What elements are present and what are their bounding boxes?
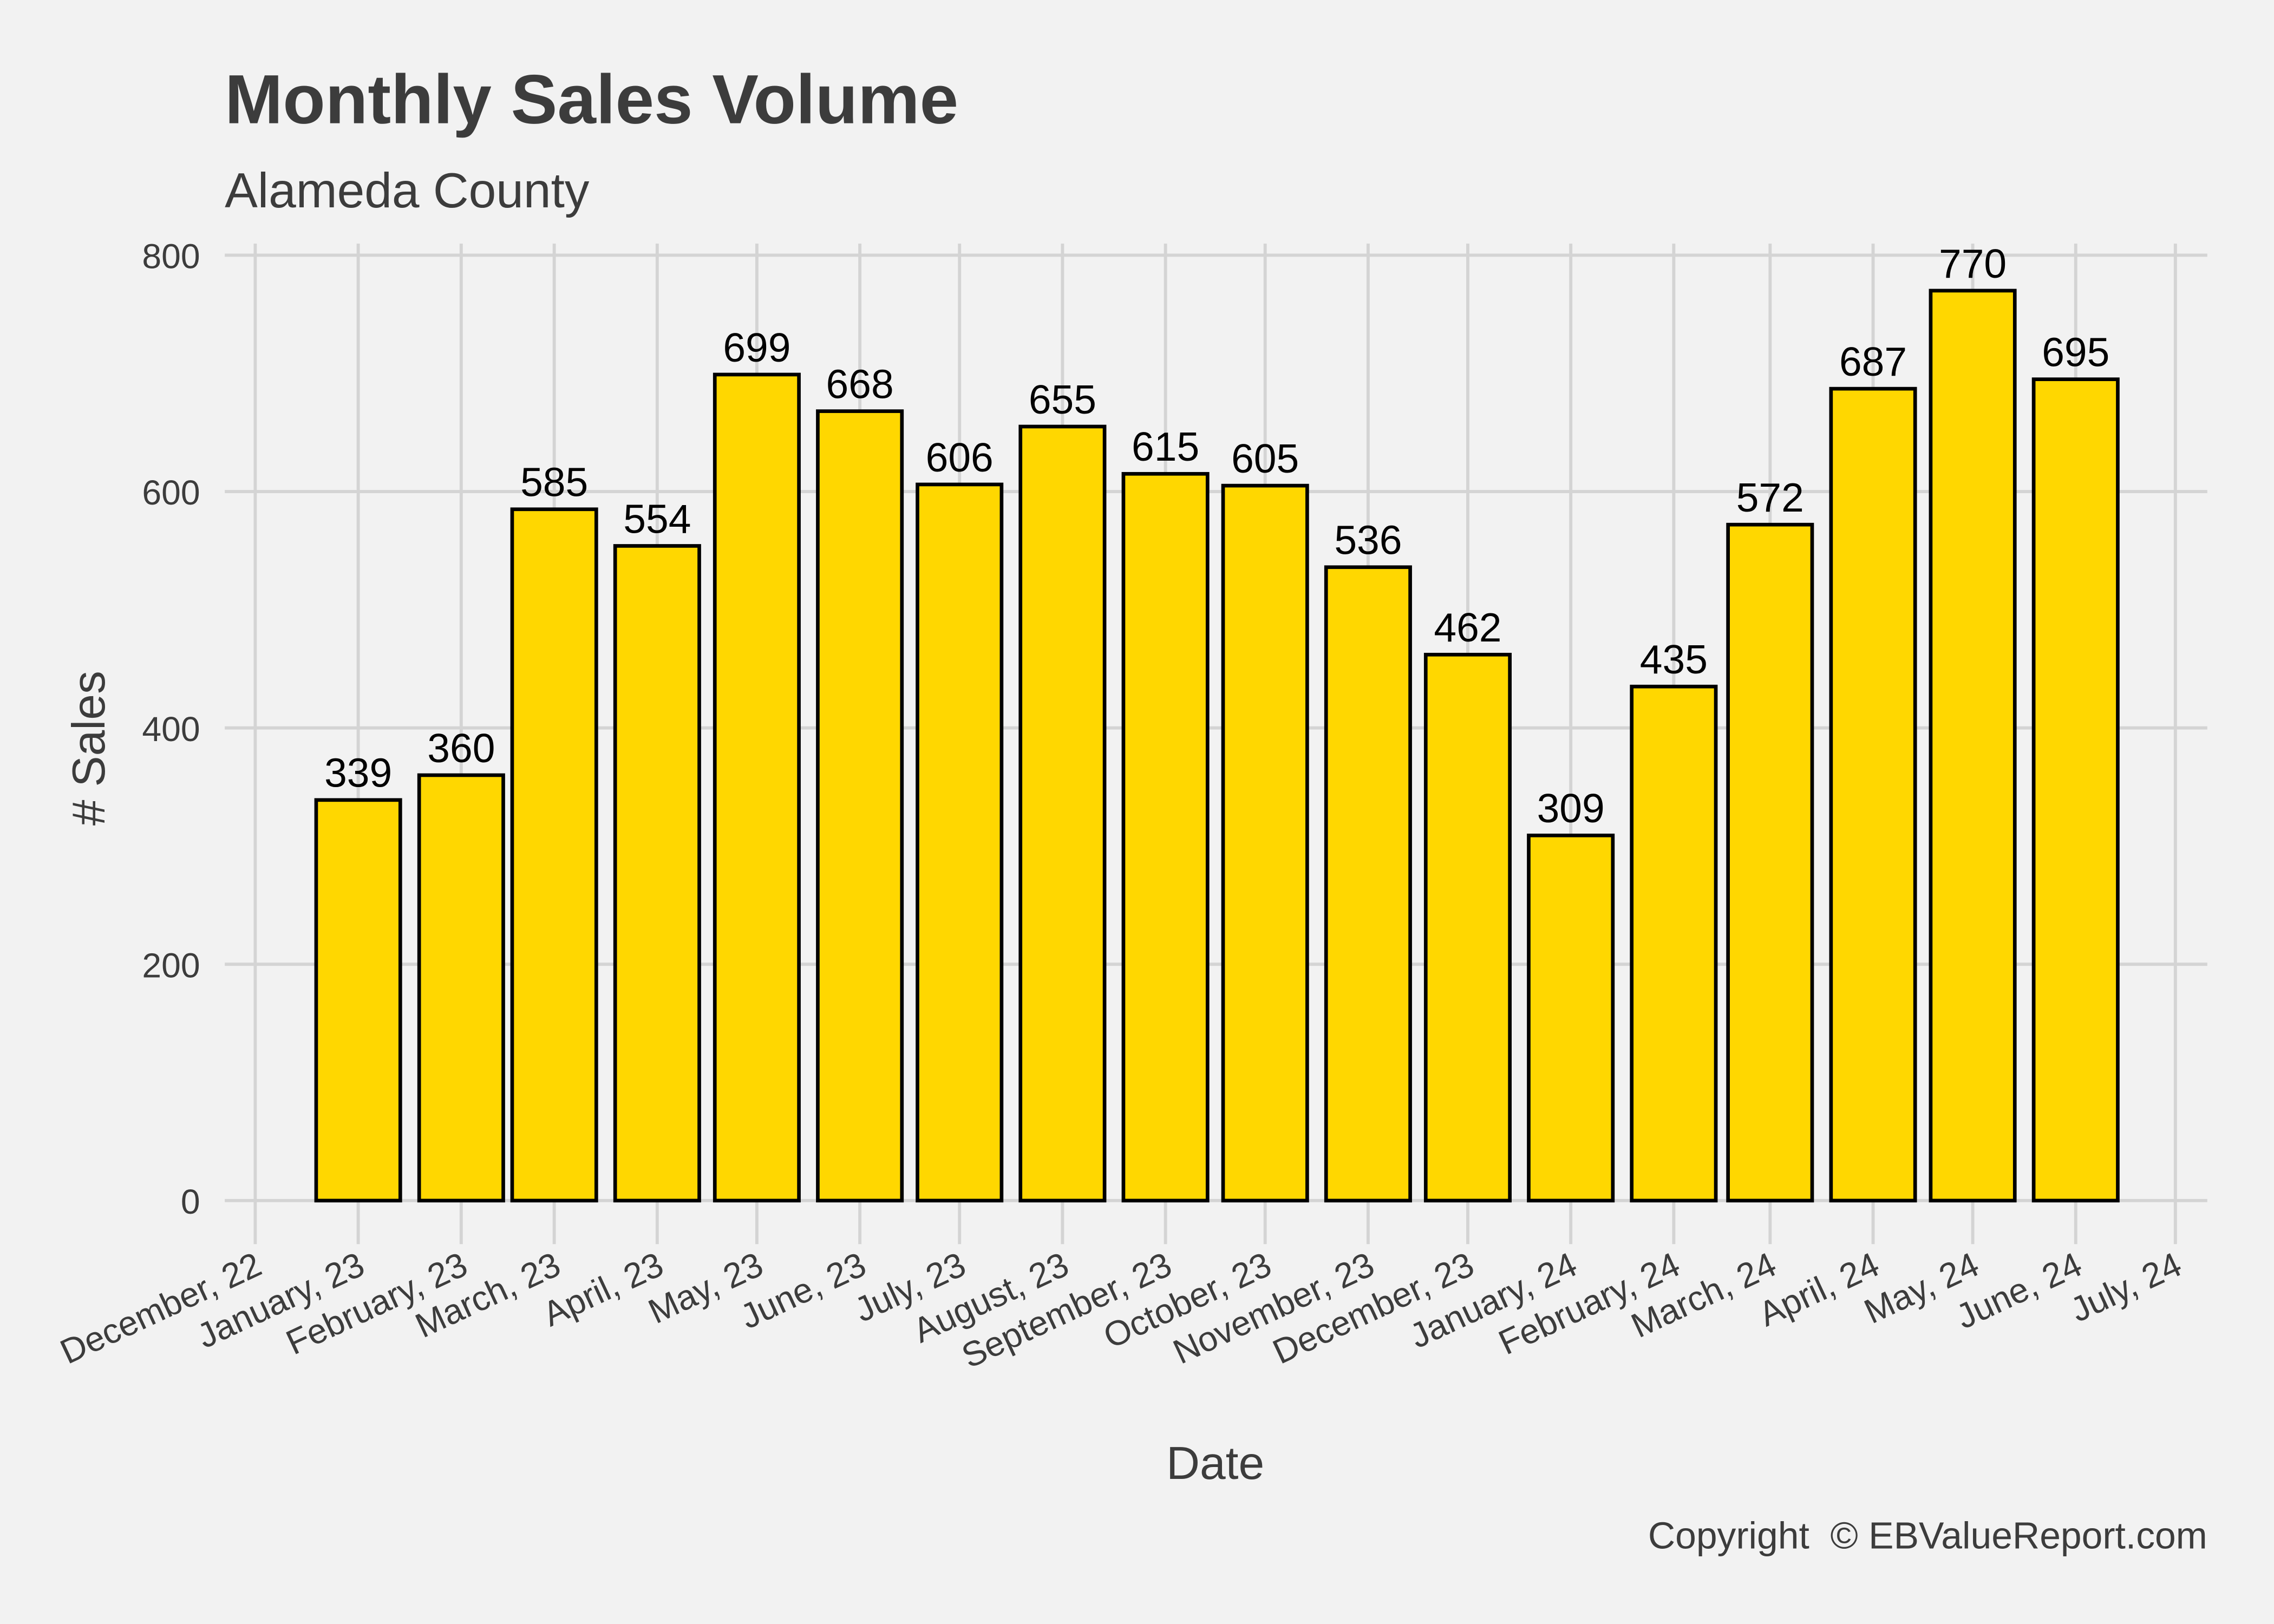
bar xyxy=(613,544,701,1203)
bar-value-label: 605 xyxy=(1231,436,1299,481)
bar-value-label: 536 xyxy=(1334,518,1402,563)
bar-value-label: 770 xyxy=(1939,241,2007,286)
bars: 339 360 585 554 699 668 606 655 615 605 536 462 309 4… xyxy=(314,241,2120,1203)
copyright-caption: Copyright © EBValueReport.com xyxy=(1648,1515,2207,1557)
bar xyxy=(916,482,1004,1203)
y-axis-title: # Sales xyxy=(63,671,115,826)
y-tick-label: 200 xyxy=(142,946,200,985)
chart-subtitle: Alameda County xyxy=(225,163,590,218)
bar-value-label: 655 xyxy=(1029,377,1096,422)
bar-value-label: 309 xyxy=(1537,785,1605,831)
y-tick-label: 600 xyxy=(142,473,200,512)
bar-value-label: 687 xyxy=(1839,339,1907,384)
x-axis-title: Date xyxy=(1166,1437,1264,1489)
y-axis-ticks: 0 200 400 600 800 xyxy=(142,237,200,1221)
bar-value-label: 572 xyxy=(1736,475,1804,520)
bar xyxy=(1423,652,1512,1203)
bar-value-label: 615 xyxy=(1132,424,1199,469)
bar-value-label: 339 xyxy=(324,750,392,796)
bar xyxy=(1726,522,1814,1203)
bar xyxy=(1630,684,1718,1203)
bar xyxy=(2031,377,2120,1203)
bar-value-label: 462 xyxy=(1434,605,1501,650)
bar-value-label: 435 xyxy=(1640,637,1708,682)
bar xyxy=(1018,424,1107,1203)
bar-value-label: 606 xyxy=(926,435,994,480)
bar xyxy=(713,372,801,1203)
bar-value-label: 360 xyxy=(427,725,495,771)
bar-value-label: 695 xyxy=(2042,330,2109,375)
bar xyxy=(816,409,904,1203)
y-tick-label: 800 xyxy=(142,237,200,276)
bar xyxy=(1829,387,1917,1203)
bar xyxy=(314,798,402,1203)
bar-value-label: 668 xyxy=(826,361,894,407)
bar-value-label: 554 xyxy=(623,496,691,541)
bar xyxy=(1221,483,1309,1203)
bar xyxy=(1324,565,1412,1203)
bar xyxy=(417,773,505,1203)
chart-title: Monthly Sales Volume xyxy=(225,61,958,139)
y-tick-label: 0 xyxy=(181,1182,200,1221)
bar-value-label: 585 xyxy=(520,460,588,505)
bar xyxy=(1929,289,2017,1203)
bar xyxy=(1121,472,1210,1203)
bar xyxy=(1527,833,1615,1203)
y-tick-label: 400 xyxy=(142,710,200,749)
bar xyxy=(510,507,598,1203)
bar-value-label: 699 xyxy=(723,325,790,370)
